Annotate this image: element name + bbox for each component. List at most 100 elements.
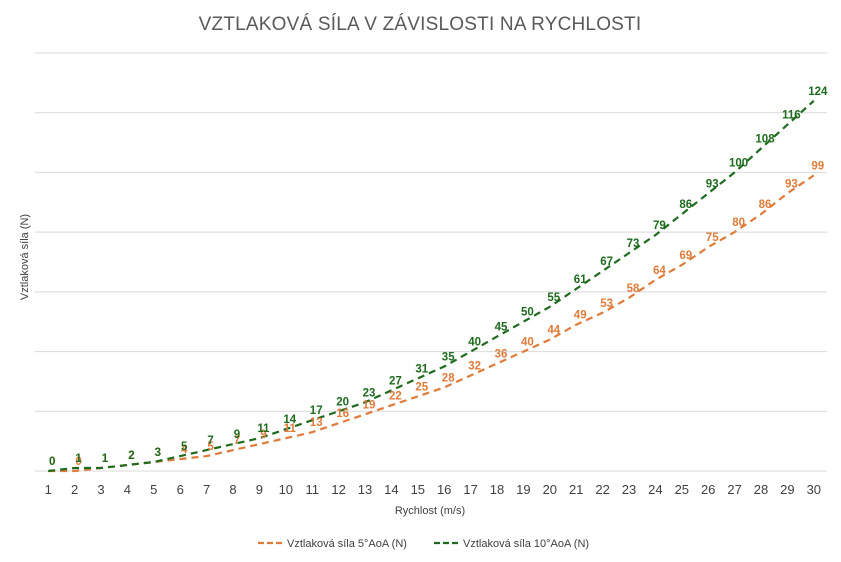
x-tick-label: 25	[675, 482, 689, 497]
data-label: 75	[706, 232, 719, 244]
data-label: 9	[260, 429, 266, 441]
data-label: 0	[49, 456, 55, 468]
data-label: 80	[732, 217, 745, 229]
data-label: 16	[336, 408, 349, 420]
data-label: 44	[547, 325, 560, 337]
data-label: 5	[181, 441, 188, 453]
data-label: 40	[468, 337, 481, 349]
x-tick-label: 30	[807, 482, 821, 497]
data-label: 93	[706, 178, 719, 190]
data-label: 31	[415, 363, 428, 375]
data-label: 20	[336, 396, 349, 408]
series-line-2	[48, 99, 815, 473]
x-tick-label: 16	[437, 482, 451, 497]
data-label: 45	[495, 322, 508, 334]
x-tick-label: 10	[279, 482, 293, 497]
x-tick-label: 19	[516, 482, 530, 497]
legend-label: Vztlaková síla 5°AoA (N)	[287, 538, 407, 550]
data-label: 79	[653, 220, 666, 232]
data-label: 36	[495, 349, 508, 361]
data-label: 50	[521, 307, 534, 319]
data-label: 23	[363, 387, 376, 399]
data-label: 19	[363, 399, 376, 411]
gridlines	[35, 52, 827, 472]
data-label: 32	[468, 360, 481, 372]
x-tick-label: 17	[463, 482, 477, 497]
x-tick-label: 9	[256, 482, 263, 497]
data-label: 11	[284, 423, 297, 435]
data-label: 7	[234, 435, 240, 447]
data-label: 64	[653, 265, 666, 277]
y-axis-title: Vztlaková síla (N)	[19, 214, 31, 300]
x-tick-label: 11	[305, 482, 319, 497]
data-label: 40	[521, 337, 534, 349]
data-label: 1	[75, 453, 82, 465]
data-label: 61	[574, 274, 587, 286]
data-label: 67	[600, 256, 613, 268]
data-label: 22	[389, 390, 402, 402]
data-label: 0	[49, 456, 55, 468]
x-tick-label: 3	[97, 482, 104, 497]
x-tick-label: 22	[595, 482, 609, 497]
data-label: 100	[729, 157, 748, 169]
x-tick-label: 12	[331, 482, 345, 497]
data-label: 49	[574, 310, 587, 322]
x-tick-label: 1	[45, 482, 52, 497]
x-tick-label: 4	[124, 482, 131, 497]
data-label: 86	[679, 199, 692, 211]
x-tick-label: 6	[177, 482, 184, 497]
data-label: 73	[627, 238, 640, 250]
data-label: 13	[310, 417, 323, 429]
x-tick-label: 21	[569, 482, 583, 497]
data-labels: 0 0 1 2 3 4 5 7 9 11 13161922252832364044495358646…	[49, 86, 828, 468]
legend: Vztlaková síla 5°AoA (N) Vztlaková síla 1…	[258, 538, 589, 550]
x-tick-label: 18	[490, 482, 504, 497]
x-tick-label: 2	[71, 482, 78, 497]
x-tick-label: 29	[780, 482, 794, 497]
data-label: 2	[128, 450, 134, 462]
x-tick-label: 28	[754, 482, 768, 497]
data-label: 11	[257, 423, 270, 435]
chart-title: VZTLAKOVÁ SÍLA V ZÁVISLOSTI NA RYCHLOSTI	[199, 14, 642, 35]
data-label: 9	[234, 429, 240, 441]
data-label: 2	[128, 450, 134, 462]
x-tick-label: 14	[384, 482, 398, 497]
data-label: 14	[283, 414, 296, 426]
data-label: 58	[627, 283, 640, 295]
x-tick-label: 15	[411, 482, 425, 497]
x-tick-label: 27	[727, 482, 741, 497]
data-label: 69	[679, 250, 692, 262]
x-tick-label: 20	[543, 482, 557, 497]
data-label: 93	[785, 178, 798, 190]
data-label: 4	[181, 444, 188, 456]
x-tick-label: 24	[648, 482, 662, 497]
x-tick-label: 23	[622, 482, 636, 497]
x-tick-label: 8	[229, 482, 236, 497]
x-tick-label: 26	[701, 482, 715, 497]
series-line-1	[48, 174, 815, 473]
data-label: 86	[759, 199, 772, 211]
data-label: 116	[782, 110, 801, 122]
x-axis-ticks: 1 2 3 4 5 6 7 8 9 10 11 12 13 14 15 16 17 18 19 20 21 22 23 24 2…	[45, 482, 821, 497]
data-label: 124	[808, 86, 828, 98]
data-label: 7	[207, 435, 213, 447]
x-tick-label: 7	[203, 482, 210, 497]
x-tick-label: 13	[358, 482, 372, 497]
x-tick-label: 5	[150, 482, 157, 497]
data-label: 1	[102, 453, 109, 465]
data-label: 108	[755, 134, 775, 146]
data-label: 53	[600, 298, 613, 310]
data-label: 0	[75, 456, 81, 468]
data-label: 35	[442, 352, 455, 364]
data-label: 3	[155, 447, 161, 459]
data-label: 17	[310, 405, 323, 417]
data-label: 5	[207, 441, 214, 453]
data-label: 3	[155, 447, 161, 459]
x-axis-title: Rychlost (m/s)	[395, 505, 465, 517]
data-label: 28	[442, 372, 455, 384]
data-label: 55	[547, 292, 560, 304]
data-label: 1	[102, 453, 109, 465]
data-label: 25	[415, 381, 428, 393]
legend-label: Vztlaková síla 10°AoA (N)	[463, 538, 589, 550]
